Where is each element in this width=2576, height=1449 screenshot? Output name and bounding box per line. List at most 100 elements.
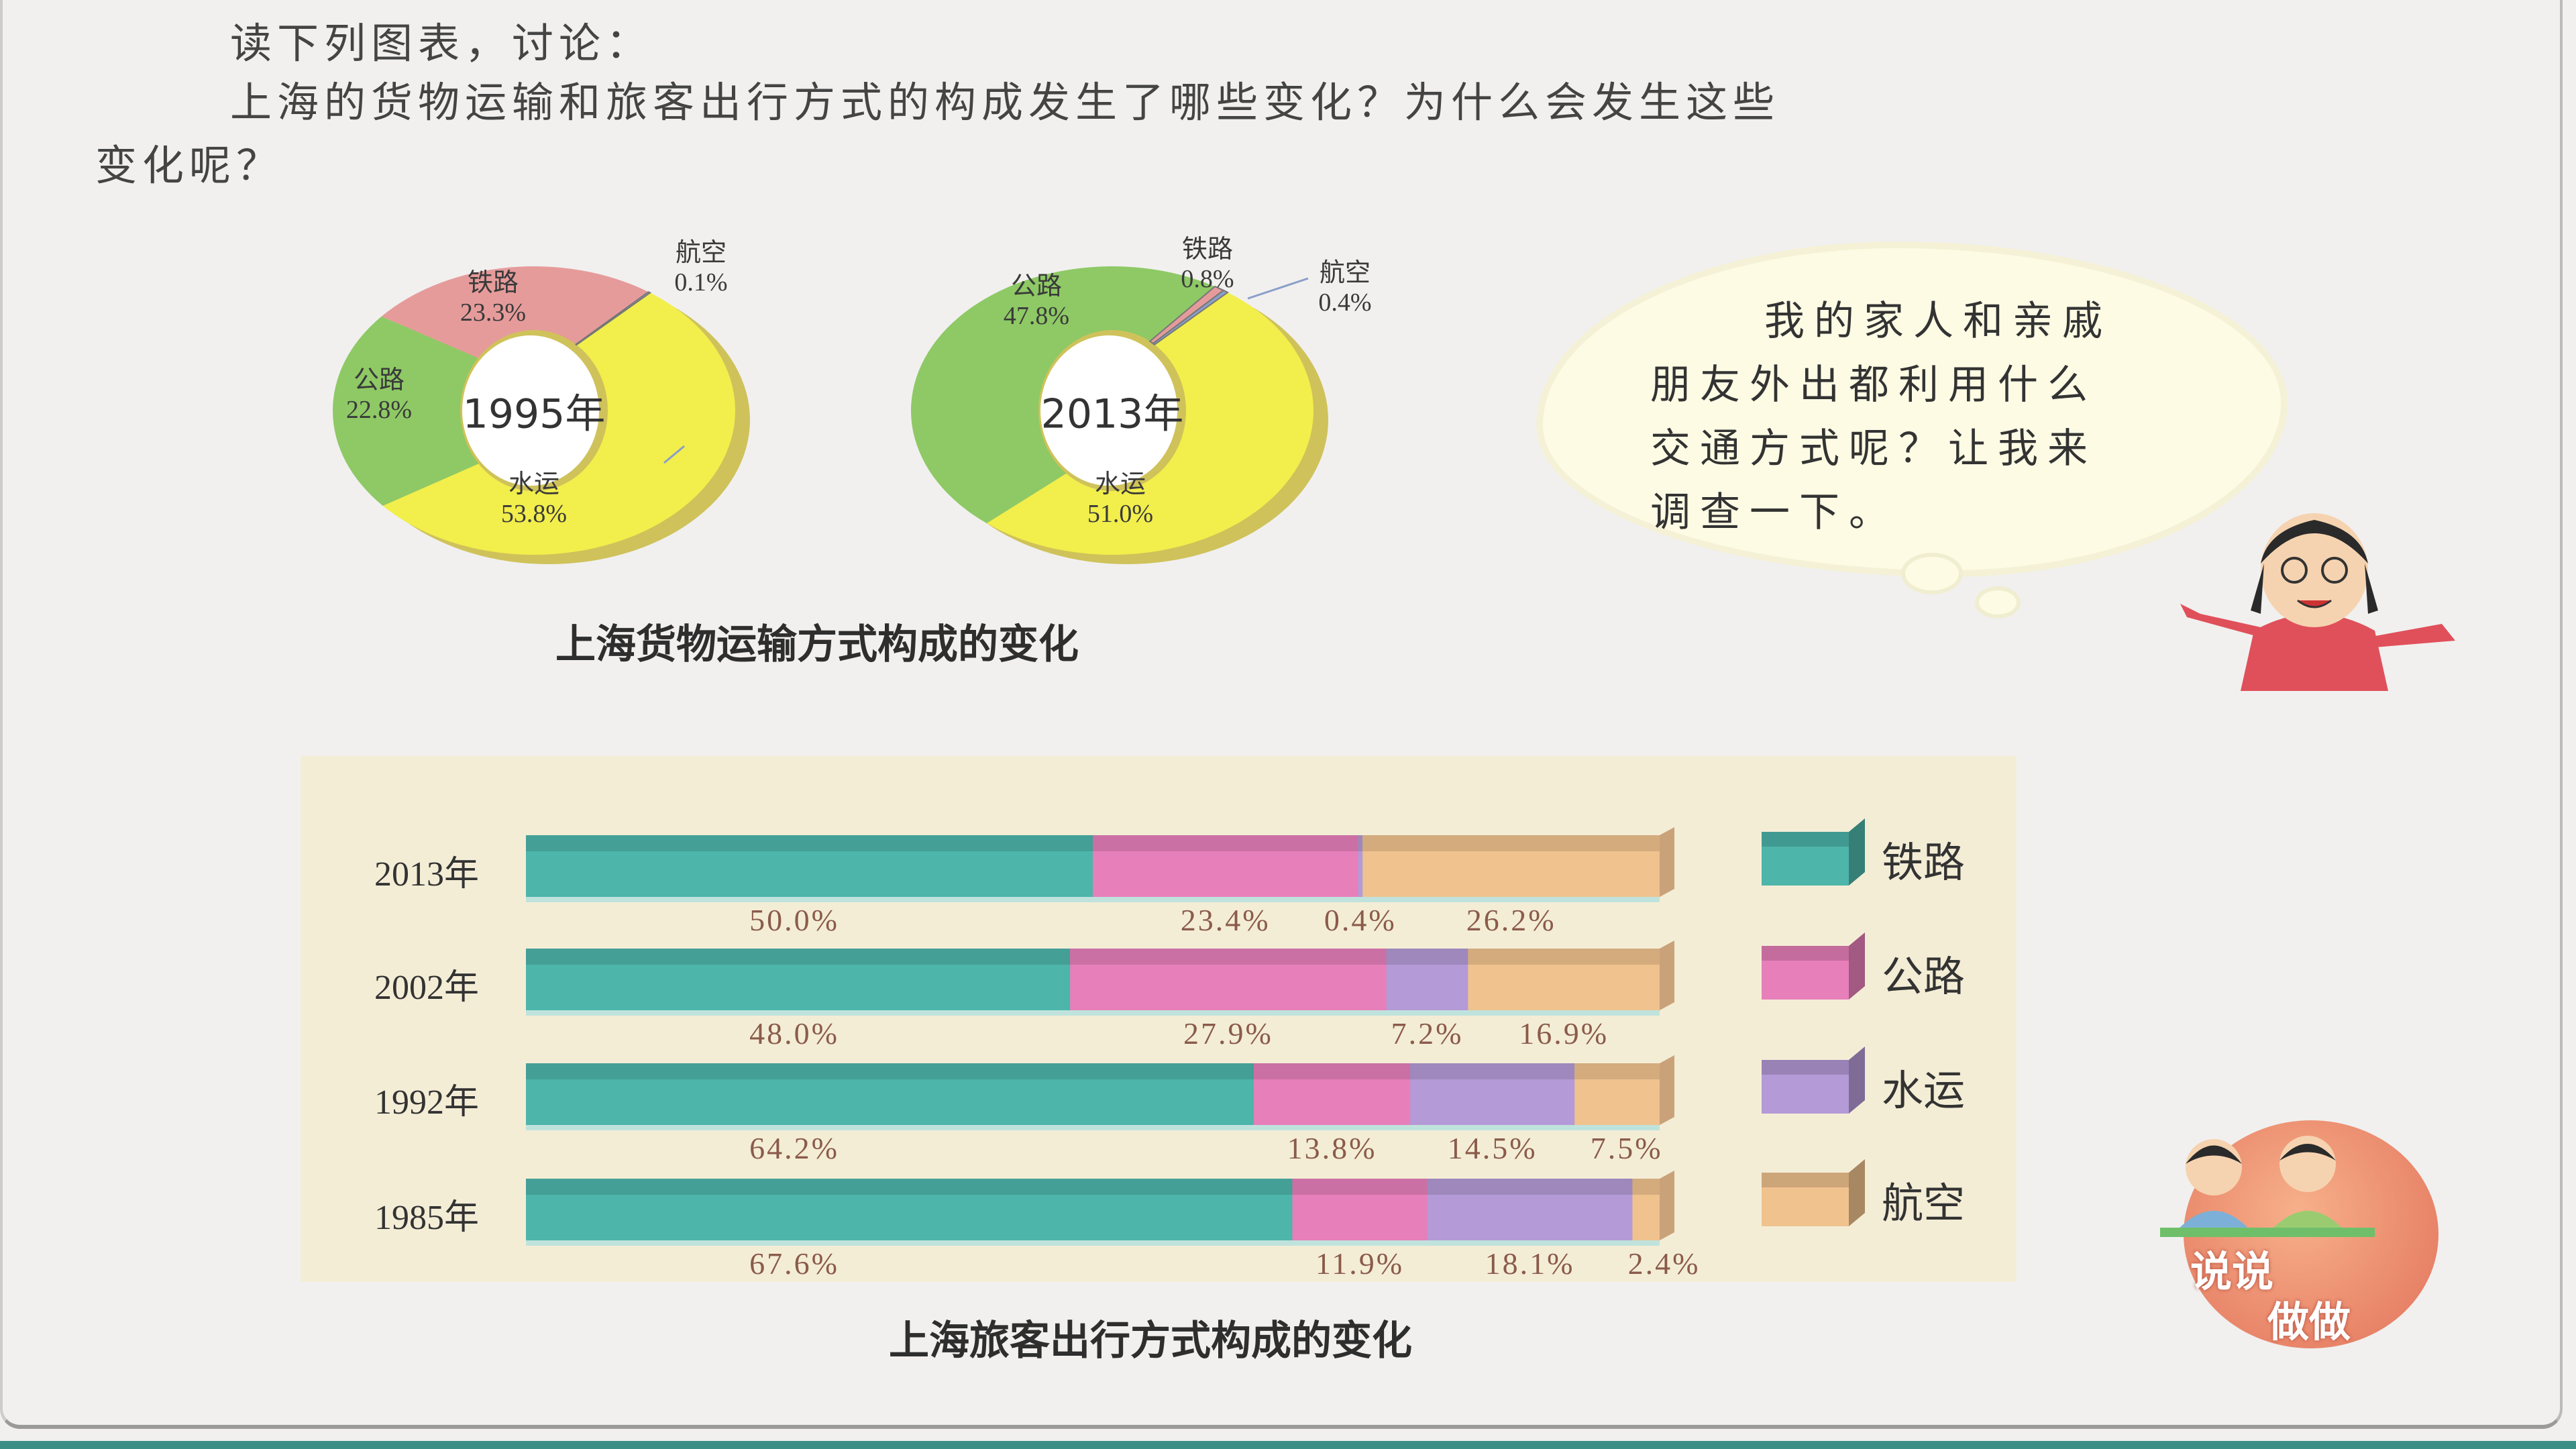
bubble-line-2: 朋友外出都利用什么 bbox=[1650, 362, 2097, 409]
slice-value: 47.8% bbox=[1003, 302, 1070, 330]
legend-swatch-side bbox=[1849, 1046, 1865, 1114]
legend-swatch-side bbox=[1849, 1159, 1865, 1226]
bar-value-label: 27.9% bbox=[1183, 1016, 1273, 1051]
bar-shadow bbox=[526, 1010, 1660, 1016]
bar-top-face bbox=[1093, 835, 1358, 851]
bar-category-label: 1985年 bbox=[374, 1199, 480, 1237]
thought-bubble bbox=[1543, 248, 2281, 570]
passenger-chart-title: 上海旅客出行方式构成的变化 bbox=[889, 1318, 1412, 1364]
legend-label-航空: 航空 bbox=[1882, 1179, 1966, 1228]
bar-top-face bbox=[526, 1179, 1293, 1195]
girl-illustration bbox=[2180, 513, 2455, 691]
donut-slice-航空 bbox=[574, 290, 652, 346]
bar-top-face bbox=[1574, 1063, 1660, 1079]
bubble-puff bbox=[1979, 590, 2017, 614]
bar-value-label: 7.5% bbox=[1590, 1131, 1663, 1165]
bar-side-face bbox=[1660, 1171, 1674, 1240]
bar-value-label: 67.6% bbox=[749, 1246, 839, 1281]
bar-segment-水运 bbox=[1358, 835, 1363, 897]
bar-side-face bbox=[1660, 941, 1674, 1010]
slice-value: 53.8% bbox=[500, 500, 568, 528]
leader-line bbox=[1247, 277, 1309, 300]
bar-top-face bbox=[526, 949, 1071, 965]
donut-label-公路: 公路 47.8% bbox=[1004, 272, 1069, 331]
intro-line-1: 读下列图表，讨论： bbox=[230, 19, 653, 68]
slice-value: 0.1% bbox=[674, 268, 728, 297]
bar-value-label: 14.5% bbox=[1447, 1131, 1538, 1165]
legend-swatch-top bbox=[1762, 1173, 1849, 1187]
bar-top-face bbox=[1468, 949, 1660, 965]
bubble-line-1: 我的家人和亲戚 bbox=[1764, 298, 2112, 345]
slice-value: 0.8% bbox=[1181, 265, 1234, 293]
bar-top-face bbox=[526, 1063, 1254, 1079]
bar-value-label: 64.2% bbox=[749, 1131, 839, 1165]
bar-top-face bbox=[1386, 949, 1468, 965]
bar-side-face bbox=[1660, 1055, 1674, 1125]
donut-slice-航空 bbox=[1152, 289, 1230, 345]
bar-top-face bbox=[1292, 1179, 1428, 1195]
legend-swatch-top bbox=[1762, 832, 1849, 847]
freight-chart-title: 上海货物运输方式构成的变化 bbox=[555, 621, 1079, 668]
children-illustration bbox=[2160, 1136, 2375, 1237]
badge-text-line-1: 说说 bbox=[2190, 1247, 2274, 1296]
donut-label-水运: 水运 51.0% bbox=[1087, 470, 1153, 529]
bubble-line-3: 交通方式呢？让我来 bbox=[1650, 425, 2097, 472]
bar-value-label: 48.0% bbox=[749, 1016, 839, 1051]
donut-label-公路: 公路 22.8% bbox=[346, 366, 412, 425]
slice-value: 22.8% bbox=[345, 396, 413, 424]
bar-value-label: 26.2% bbox=[1466, 903, 1556, 937]
slice-value: 0.4% bbox=[1318, 288, 1372, 317]
donut-label-航空: 航空 0.4% bbox=[1318, 258, 1371, 317]
donut-slice-铁路 bbox=[381, 266, 649, 358]
bar-top-face bbox=[1362, 835, 1660, 851]
bar-value-label: 2.4% bbox=[1627, 1246, 1701, 1281]
bar-value-label: 11.9% bbox=[1315, 1246, 1405, 1281]
legend-swatch-side bbox=[1849, 932, 1865, 1000]
bubble-line-4: 调查一下。 bbox=[1650, 489, 1898, 536]
bar-shadow bbox=[526, 897, 1660, 902]
slice-name: 航空 bbox=[1319, 259, 1371, 287]
intro-line-2: 上海的货物运输和旅客出行方式的构成发生了哪些变化？为什么会发生这些 bbox=[230, 78, 1780, 127]
bar-value-label: 50.0% bbox=[749, 903, 839, 937]
freight-donut-charts bbox=[333, 266, 1328, 564]
legend-label-水运: 水运 bbox=[1882, 1066, 1966, 1115]
bar-top-face bbox=[1253, 1063, 1411, 1079]
donut-hole bbox=[1040, 335, 1177, 486]
slice-name: 公路 bbox=[353, 366, 405, 394]
donut-hole bbox=[462, 335, 599, 486]
legend-swatch-top bbox=[1762, 1060, 1849, 1075]
donut-slice-公路 bbox=[333, 316, 479, 506]
bar-top-face bbox=[1070, 949, 1387, 965]
bar-value-label: 7.2% bbox=[1391, 1016, 1464, 1051]
donut-center-label: 2013年 bbox=[1040, 390, 1184, 438]
bubble-puff bbox=[1905, 557, 1959, 590]
bar-top-face bbox=[1632, 1179, 1660, 1195]
bar-shadow bbox=[526, 1240, 1660, 1246]
bar-category-label: 2002年 bbox=[374, 969, 480, 1007]
bar-value-label: 18.1% bbox=[1485, 1246, 1575, 1281]
donut-slice-公路 bbox=[911, 266, 1216, 524]
bar-category-label: 1992年 bbox=[374, 1083, 480, 1122]
bar-shadow bbox=[526, 1125, 1660, 1130]
bar-category-label: 2013年 bbox=[374, 855, 480, 894]
bar-top-face bbox=[1427, 1179, 1633, 1195]
bar-side-face bbox=[1660, 827, 1674, 897]
slice-name: 水运 bbox=[508, 470, 559, 498]
bottom-rule bbox=[0, 1441, 2576, 1449]
bar-value-label: 16.9% bbox=[1519, 1016, 1609, 1051]
slice-name: 航空 bbox=[675, 239, 727, 267]
donut-label-航空: 航空 0.1% bbox=[674, 238, 727, 297]
legend-label-铁路: 铁路 bbox=[1882, 838, 1966, 887]
bar-value-label: 0.4% bbox=[1324, 903, 1397, 937]
bar-value-label: 13.8% bbox=[1287, 1131, 1377, 1165]
leader-line bbox=[663, 445, 685, 464]
slice-name: 水运 bbox=[1094, 470, 1146, 498]
slice-value: 23.3% bbox=[460, 299, 527, 327]
legend-label-公路: 公路 bbox=[1882, 952, 1966, 1001]
donut-label-铁路: 铁路 0.8% bbox=[1181, 235, 1234, 294]
slice-name: 公路 bbox=[1010, 272, 1062, 301]
intro-line-3: 变化呢？ bbox=[95, 141, 284, 190]
donut-slice-水运 bbox=[382, 292, 735, 555]
